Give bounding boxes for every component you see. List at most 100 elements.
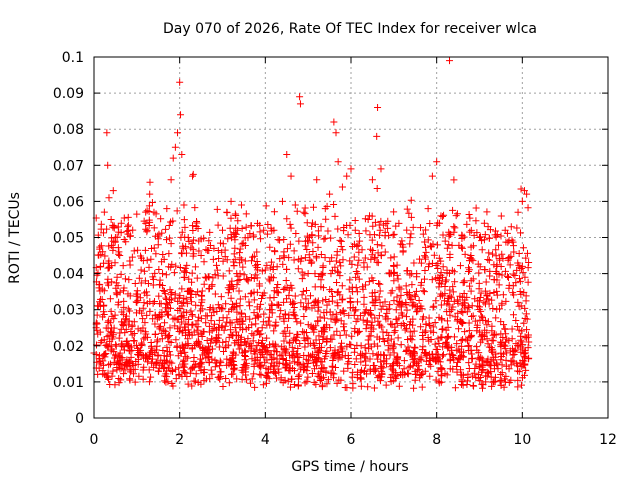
data-point [313, 176, 321, 184]
data-point [370, 384, 378, 392]
data-point [431, 340, 439, 348]
data-point [417, 224, 425, 232]
data-point [483, 208, 491, 216]
data-point [466, 214, 474, 222]
data-point [281, 327, 289, 335]
data-point [371, 218, 379, 226]
data-point [433, 354, 441, 362]
data-point [519, 269, 527, 277]
data-point [258, 267, 266, 275]
data-point [428, 172, 436, 180]
data-point [349, 384, 357, 392]
data-point [337, 343, 345, 351]
data-point [332, 310, 340, 318]
data-point [131, 365, 139, 373]
data-point [270, 208, 278, 216]
data-point [445, 301, 453, 309]
data-point [353, 242, 361, 250]
data-point [443, 317, 451, 325]
data-point [270, 294, 278, 302]
data-point [217, 293, 225, 301]
data-point [355, 256, 363, 264]
data-point [283, 215, 291, 223]
data-point [362, 227, 370, 235]
data-point [514, 298, 522, 306]
data-point [280, 248, 288, 256]
data-point [501, 345, 509, 353]
data-point [173, 342, 181, 350]
data-point [95, 364, 103, 372]
data-point [100, 361, 108, 369]
data-point [518, 327, 526, 335]
data-point [336, 272, 344, 280]
data-point [282, 364, 290, 372]
data-point [331, 315, 339, 323]
data-point [435, 379, 443, 387]
data-point [303, 363, 311, 371]
data-point [340, 320, 348, 328]
data-point [381, 313, 389, 321]
data-point [328, 254, 336, 262]
data-point [193, 338, 201, 346]
data-point [146, 178, 154, 186]
data-point [493, 291, 501, 299]
data-point [410, 259, 418, 267]
data-point [129, 360, 137, 368]
data-point [144, 358, 152, 366]
data-point [444, 332, 452, 340]
data-point [329, 374, 337, 382]
data-point [154, 232, 162, 240]
data-point [120, 346, 128, 354]
data-point [303, 246, 311, 254]
data-point [492, 252, 500, 260]
data-point [463, 377, 471, 385]
data-point [514, 342, 522, 350]
data-point [232, 211, 240, 219]
data-point [308, 222, 316, 230]
data-point [310, 365, 318, 373]
data-point [106, 295, 114, 303]
data-point [501, 378, 509, 386]
y-tick-label: 0.07 [53, 158, 84, 174]
data-point [430, 302, 438, 310]
data-point [523, 249, 531, 257]
data-point [207, 366, 215, 374]
data-point [336, 291, 344, 299]
data-point [522, 310, 530, 318]
data-point [198, 333, 206, 341]
data-point [492, 331, 500, 339]
data-point [334, 268, 342, 276]
data-point [428, 351, 436, 359]
data-point [287, 172, 295, 180]
data-point [105, 257, 113, 265]
data-point [248, 330, 256, 338]
data-point [263, 348, 271, 356]
data-point [416, 355, 424, 363]
data-point [216, 368, 224, 376]
data-point [219, 226, 226, 234]
data-point [301, 336, 309, 344]
data-point [200, 328, 208, 336]
data-point [252, 346, 260, 354]
data-point [200, 366, 208, 374]
data-point [278, 351, 286, 359]
data-point [237, 335, 245, 343]
data-point [513, 323, 521, 331]
data-point [451, 278, 459, 286]
data-point [357, 342, 365, 350]
data-point [103, 225, 111, 233]
data-point [216, 362, 224, 370]
data-point [355, 275, 363, 283]
data-point [276, 236, 284, 244]
data-point [279, 260, 287, 268]
data-point [146, 218, 154, 226]
data-point [332, 316, 340, 324]
data-point [469, 382, 477, 390]
data-point [169, 366, 177, 374]
data-point [479, 314, 487, 322]
data-point [148, 198, 156, 206]
data-point [314, 317, 322, 325]
data-point [329, 363, 337, 371]
data-point [361, 308, 369, 316]
data-point [153, 338, 161, 346]
